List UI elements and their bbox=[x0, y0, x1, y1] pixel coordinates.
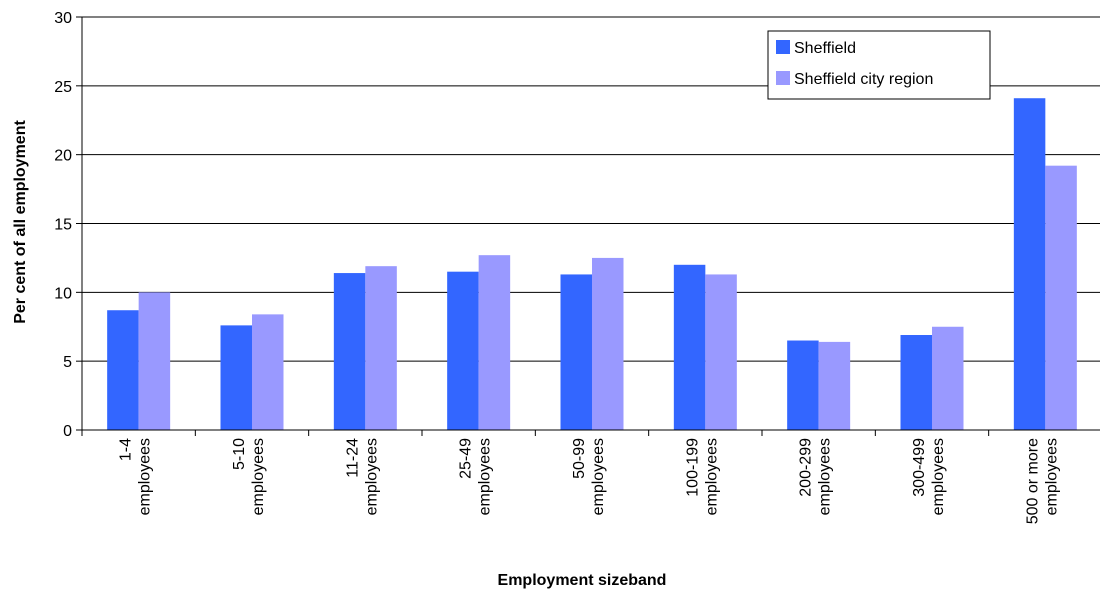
y-tick-label: 10 bbox=[54, 285, 72, 302]
x-axis-title: Employment sizeband bbox=[498, 572, 667, 589]
bar-sheffield-city-region-8 bbox=[1045, 165, 1077, 430]
legend-label: Sheffield bbox=[794, 40, 856, 57]
x-category-label: employees bbox=[930, 438, 947, 515]
x-category-label: 25-49 bbox=[458, 438, 475, 479]
bar-sheffield-4 bbox=[560, 274, 592, 430]
bar-sheffield-city-region-2 bbox=[365, 266, 397, 430]
x-category-label: employees bbox=[817, 438, 834, 515]
axes bbox=[81, 17, 1100, 431]
x-category-label: employees bbox=[703, 438, 720, 515]
bar-sheffield-3 bbox=[447, 271, 479, 430]
x-category-label: 100-199 bbox=[684, 438, 701, 497]
x-category-label: employees bbox=[1043, 438, 1060, 515]
x-category-label: 50-99 bbox=[571, 438, 588, 479]
x-category-labels: 1-4 employees 5-10 employees 11-24 employees 2… bbox=[81, 430, 1060, 524]
legend-box bbox=[767, 30, 991, 100]
bars bbox=[107, 98, 1077, 431]
bar-sheffield-city-region-7 bbox=[932, 326, 964, 430]
y-tick-label: 0 bbox=[63, 423, 72, 440]
x-category-label: 200-299 bbox=[798, 438, 815, 497]
x-category-label: employees bbox=[363, 438, 380, 515]
x-category-label: employees bbox=[590, 438, 607, 515]
x-category-label: 300-499 bbox=[911, 438, 928, 497]
bar-sheffield-6 bbox=[787, 340, 819, 430]
x-category-label: 11-24 bbox=[344, 438, 361, 478]
y-tick-label: 5 bbox=[63, 354, 72, 371]
bar-sheffield-city-region-3 bbox=[478, 255, 511, 430]
x-category-label: employees bbox=[477, 438, 494, 515]
legend-swatch bbox=[776, 40, 790, 54]
x-category-label: employees bbox=[137, 438, 154, 515]
x-category-label: 500 or more bbox=[1024, 438, 1041, 524]
x-category-label: employees bbox=[250, 438, 267, 515]
bar-sheffield-5 bbox=[673, 264, 706, 430]
bar-sheffield-city-region-5 bbox=[705, 274, 737, 430]
bar-sheffield-0 bbox=[107, 310, 139, 430]
bar-sheffield-city-region-4 bbox=[592, 257, 624, 430]
bar-sheffield-city-region-0 bbox=[138, 292, 171, 430]
y-tick-label: 15 bbox=[54, 217, 72, 234]
bar-sheffield-7 bbox=[900, 335, 932, 430]
bar-sheffield-2 bbox=[333, 273, 366, 430]
y-axis-title: Per cent of all employment bbox=[12, 120, 29, 324]
legend: Sheffield Sheffield city region bbox=[767, 30, 991, 100]
y-tick-label: 25 bbox=[54, 79, 72, 96]
bar-sheffield-1 bbox=[220, 325, 252, 430]
x-category-label: 1-4 bbox=[118, 438, 135, 461]
bar-sheffield-city-region-6 bbox=[818, 341, 851, 430]
x-category-label: 5-10 bbox=[231, 438, 248, 470]
bar-sheffield-8 bbox=[1013, 98, 1046, 431]
legend-label: Sheffield city region bbox=[794, 71, 933, 88]
bar-sheffield-city-region-1 bbox=[252, 314, 284, 430]
y-tick-labels: 0 5 10 15 20 25 30 bbox=[54, 10, 72, 440]
legend-swatch bbox=[776, 71, 790, 85]
y-tick-label: 20 bbox=[54, 148, 72, 165]
y-tick-label: 30 bbox=[54, 10, 72, 27]
